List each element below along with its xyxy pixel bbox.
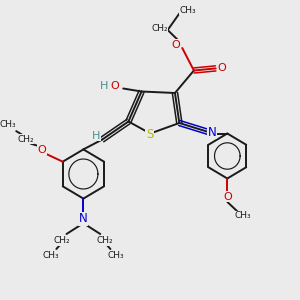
Text: CH₃: CH₃	[179, 6, 196, 15]
Text: O: O	[172, 40, 180, 50]
Text: O: O	[110, 81, 119, 91]
Text: CH₂: CH₂	[96, 236, 113, 245]
Text: O: O	[223, 191, 232, 202]
Text: O: O	[218, 63, 226, 74]
Text: N: N	[208, 125, 216, 139]
Text: CH₃: CH₃	[43, 251, 59, 260]
Text: CH₃: CH₃	[0, 120, 16, 129]
Text: CH₃: CH₃	[107, 251, 124, 260]
Text: N: N	[79, 212, 88, 226]
Text: CH₂: CH₂	[54, 236, 70, 245]
Text: CH₂: CH₂	[17, 135, 34, 144]
Text: CH₂: CH₂	[151, 24, 168, 33]
Text: CH₃: CH₃	[235, 212, 252, 220]
Text: S: S	[146, 128, 153, 141]
Text: O: O	[38, 145, 46, 155]
Text: H: H	[92, 131, 100, 141]
Text: H: H	[100, 80, 108, 91]
